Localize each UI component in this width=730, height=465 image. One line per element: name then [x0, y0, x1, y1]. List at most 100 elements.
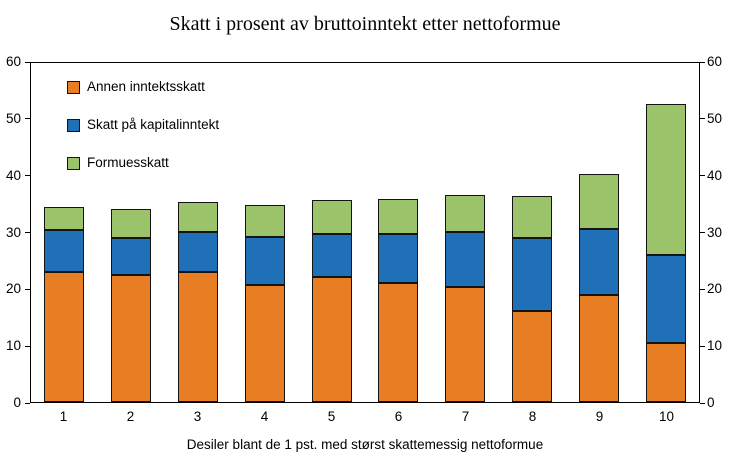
bar-segment	[511, 195, 552, 239]
bar-decile-9	[578, 63, 619, 402]
bar-segment	[311, 277, 352, 402]
y-tick-label: 20	[5, 281, 21, 297]
y-tick-mark	[700, 61, 705, 63]
y-tick-label: 0	[13, 395, 21, 410]
y-tick-mark	[700, 402, 705, 404]
legend-label: Annen inntektsskatt	[87, 79, 205, 94]
x-tick-label: 10	[658, 409, 675, 424]
x-tick-label: 9	[595, 409, 604, 424]
legend-item-formuesskatt: Formuesskatt	[67, 154, 219, 172]
y-tick-mark	[25, 345, 30, 347]
bar-decile-6	[378, 63, 419, 402]
y-tick-label: 30	[5, 224, 21, 240]
y-tick-label: 10	[707, 338, 723, 354]
legend-item-skatt-pa-kapitalinntekt: Skatt på kapitalinntekt	[67, 116, 219, 134]
bar-segment	[111, 275, 152, 402]
legend-swatch-orange	[67, 80, 80, 94]
bar-segment	[44, 272, 85, 402]
y-tick-label: 60	[707, 54, 723, 69]
bar-segment	[578, 294, 619, 402]
plot-area: Annen inntektsskatt Skatt på kapitalinnt…	[30, 62, 700, 403]
bar-decile-7	[445, 63, 486, 402]
y-tick-mark	[25, 118, 30, 120]
bar-decile-8	[511, 63, 552, 402]
x-axis-title: Desiler blant de 1 pst. med størst skatt…	[186, 437, 544, 452]
y-tick-mark	[700, 345, 705, 347]
bar-slot-5	[298, 63, 365, 402]
bar-slot-7	[432, 63, 499, 402]
bar-segment	[244, 285, 285, 402]
bar-segment	[111, 237, 152, 276]
y-tick-mark	[25, 175, 30, 177]
y-tick-mark	[700, 175, 705, 177]
bar-segment	[511, 311, 552, 402]
bar-slot-3	[165, 63, 232, 402]
bar-slot-10	[632, 63, 699, 402]
bar-decile-10	[645, 63, 686, 402]
bar-segment	[311, 233, 352, 278]
bar-segment	[378, 282, 419, 402]
bar-slot-1	[31, 63, 98, 402]
bar-slot-2	[98, 63, 165, 402]
bar-segment	[311, 199, 352, 234]
bar-segment	[378, 234, 419, 283]
bar-slot-9	[565, 63, 632, 402]
bar-segment	[44, 206, 85, 231]
y-tick-mark	[25, 232, 30, 233]
y-tick-label: 20	[707, 281, 723, 297]
x-tick-label: 5	[327, 409, 336, 424]
x-tick-label: 7	[461, 409, 470, 424]
legend-swatch-green	[67, 156, 80, 170]
y-tick-mark	[25, 288, 30, 290]
bar-segment	[177, 272, 218, 402]
bar-decile-1	[44, 63, 85, 402]
bar-segment	[511, 238, 552, 312]
x-tick-label: 2	[126, 409, 135, 424]
y-tick-mark	[25, 402, 30, 404]
legend-swatch-blue	[67, 118, 80, 132]
y-tick-label: 30	[707, 224, 723, 240]
x-tick-label: 1	[59, 409, 68, 424]
bar-segment	[578, 173, 619, 230]
y-tick-mark	[700, 288, 705, 290]
bar-segment	[645, 103, 686, 255]
bar-slot-8	[499, 63, 566, 402]
bar-segment	[578, 229, 619, 295]
y-tick-label: 0	[707, 395, 715, 410]
bar-segment	[111, 209, 152, 238]
y-tick-mark	[700, 118, 705, 120]
legend-item-annen-inntektsskatt: Annen inntektsskatt	[67, 78, 219, 96]
x-tick-label: 4	[260, 409, 269, 424]
y-tick-label: 60	[5, 54, 21, 69]
x-axis-tick-labels: 1 2 3 4 5 6 7 8 9 10	[30, 409, 700, 424]
x-tick-label: 6	[394, 409, 403, 424]
bar-decile-3	[177, 63, 218, 402]
y-tick-label: 50	[5, 110, 21, 126]
y-tick-label: 50	[707, 110, 723, 126]
bar-slot-4	[231, 63, 298, 402]
bar-segment	[445, 194, 486, 232]
y-tick-label: 40	[5, 167, 21, 183]
bar-decile-5	[311, 63, 352, 402]
bar-segment	[44, 230, 85, 273]
bar-segment	[445, 231, 486, 287]
bar-decile-4	[244, 63, 285, 402]
bar-segment	[177, 202, 218, 232]
legend-label: Skatt på kapitalinntekt	[87, 117, 220, 132]
x-tick-label: 8	[528, 409, 537, 424]
bar-segment	[445, 286, 486, 402]
bar-segment	[244, 204, 285, 238]
bars-container	[31, 63, 699, 402]
x-tick-label: 3	[193, 409, 202, 424]
y-tick-label: 40	[707, 167, 723, 183]
bar-segment	[378, 198, 419, 235]
y-tick-mark	[25, 61, 30, 63]
chart-title: Skatt i prosent av bruttoinntekt etter n…	[169, 13, 561, 35]
bar-segment	[645, 343, 686, 402]
bar-segment	[177, 231, 218, 273]
legend-label: Formuesskatt	[87, 155, 169, 170]
bar-slot-6	[365, 63, 432, 402]
y-tick-label: 10	[5, 338, 21, 354]
legend: Annen inntektsskatt Skatt på kapitalinnt…	[67, 78, 219, 192]
